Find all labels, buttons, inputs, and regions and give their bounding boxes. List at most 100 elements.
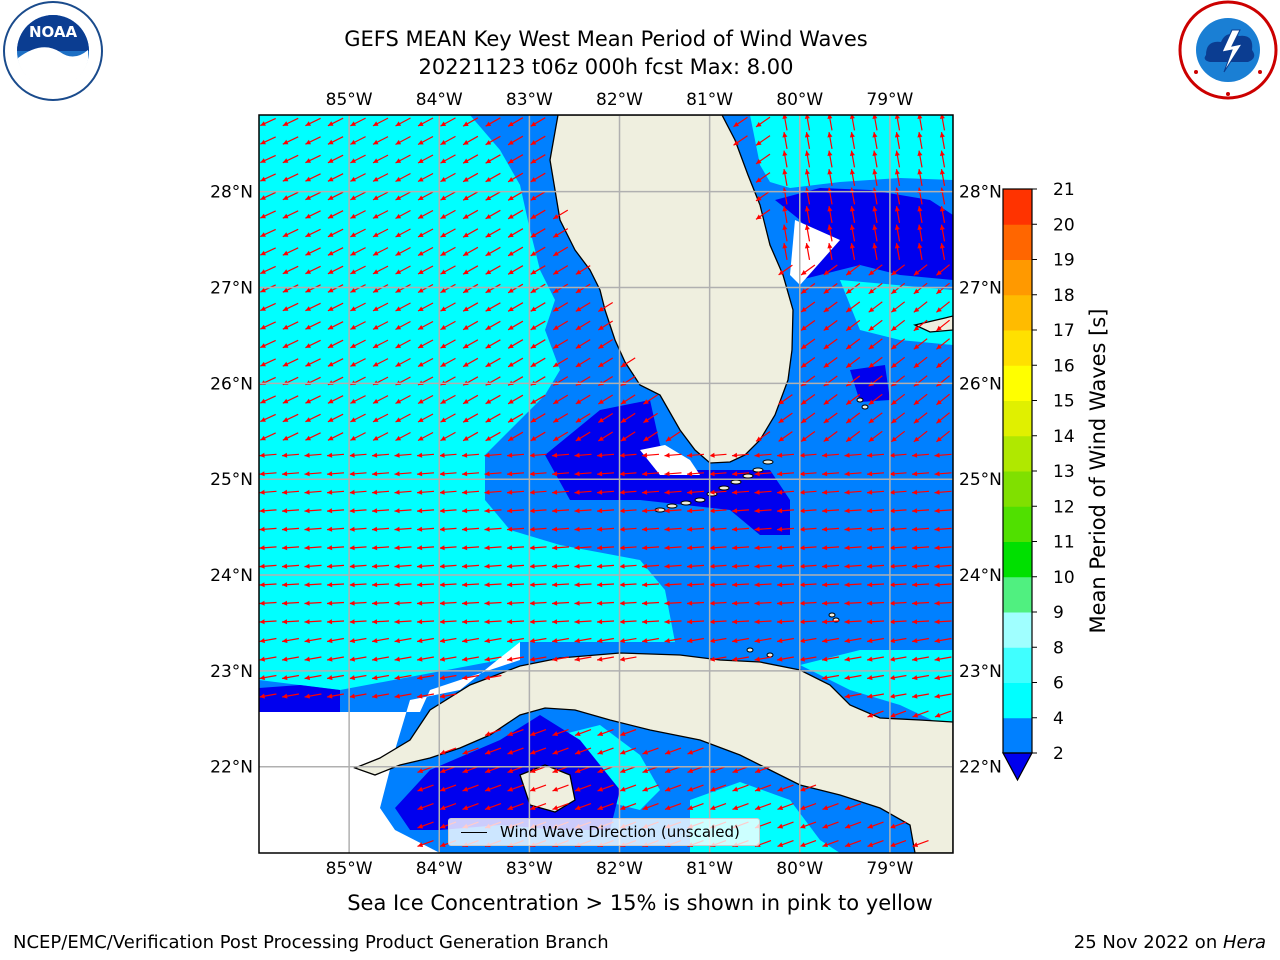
wave-direction-arrowhead bbox=[530, 306, 537, 312]
wave-direction-arrowhead bbox=[889, 619, 895, 625]
wave-direction-arrowhead bbox=[350, 213, 356, 219]
wave-direction-arrowhead bbox=[575, 325, 582, 330]
wave-direction-arrowhead bbox=[327, 545, 333, 551]
wave-direction-arrowhead bbox=[934, 545, 940, 551]
wave-direction-arrowhead bbox=[827, 132, 833, 138]
wave-direction-arrowhead bbox=[327, 526, 333, 532]
wave-direction-arrowhead bbox=[304, 563, 310, 569]
wave-direction-arrowhead bbox=[395, 250, 402, 256]
wave-direction-arrowhead bbox=[823, 288, 830, 294]
wave-direction-arrowhead bbox=[327, 582, 333, 588]
wave-direction-arrowhead bbox=[936, 325, 942, 331]
wave-direction-arrowhead bbox=[597, 545, 603, 551]
wave-direction-arrowhead bbox=[350, 250, 356, 256]
colorbar-segment bbox=[1003, 647, 1032, 683]
wave-direction-arrowhead bbox=[574, 452, 580, 458]
wave-direction-arrowhead bbox=[552, 731, 559, 736]
wave-direction-arrowhead bbox=[799, 526, 805, 532]
wave-direction-arrowhead bbox=[844, 545, 850, 551]
wave-direction-arrowhead bbox=[462, 471, 468, 477]
wave-direction-arrowhead bbox=[327, 306, 334, 311]
wave-direction-arrowhead bbox=[440, 325, 447, 330]
wave-direction-arrowhead bbox=[463, 306, 469, 312]
lon-tick-label-top: 85°W bbox=[326, 90, 373, 110]
wave-direction-arrowhead bbox=[804, 169, 810, 175]
lon-tick-label-bottom: 79°W bbox=[866, 859, 913, 879]
wave-direction-arrowhead bbox=[373, 158, 379, 163]
wave-direction-arrowhead bbox=[440, 232, 447, 238]
wave-direction-arrowhead bbox=[282, 563, 288, 569]
wave-direction-arrowhead bbox=[822, 638, 828, 644]
wave-direction-arrowhead bbox=[597, 619, 603, 625]
wave-direction-arrowhead bbox=[484, 489, 490, 495]
wave-direction-arrowhead bbox=[849, 243, 855, 249]
wave-direction-arrowhead bbox=[507, 786, 514, 792]
wave-direction-arrowhead bbox=[917, 115, 923, 119]
wave-direction-arrowhead bbox=[912, 452, 918, 458]
wave-direction-arrowhead bbox=[687, 768, 694, 773]
colorbar: 2 4 6 8 9 10 11 12 13 14 15 16 17 18 19 20 21 Mean Period… bbox=[1001, 180, 1110, 782]
wave-direction-arrowhead bbox=[912, 675, 918, 681]
wave-direction-arrowhead bbox=[485, 731, 491, 736]
wave-direction-arrowhead bbox=[417, 842, 424, 847]
wave-direction-arrowhead bbox=[282, 526, 288, 532]
wave-direction-arrowhead bbox=[440, 749, 446, 755]
wave-direction-arrowhead bbox=[508, 140, 514, 145]
wave-direction-arrowhead bbox=[849, 132, 855, 138]
wave-direction-arrowhead bbox=[867, 489, 873, 495]
wave-direction-arrowhead bbox=[417, 619, 423, 625]
wave-direction-arrowhead bbox=[574, 619, 580, 625]
wave-direction-arrowhead bbox=[327, 361, 334, 367]
wave-direction-arrowhead bbox=[643, 399, 649, 405]
wave-direction-arrowhead bbox=[782, 243, 788, 249]
wave-direction-arrowhead bbox=[867, 656, 873, 662]
wave-direction-arrowhead bbox=[846, 418, 852, 424]
wave-direction-arrowhead bbox=[939, 206, 945, 212]
wave-direction-arrowhead bbox=[891, 399, 897, 405]
wave-direction-arrowhead bbox=[801, 270, 807, 275]
wave-direction-arrowhead bbox=[485, 251, 492, 256]
land-islet bbox=[746, 647, 754, 653]
wave-direction-arrowhead bbox=[439, 693, 445, 699]
wave-direction-arrowhead bbox=[373, 398, 379, 404]
wave-direction-arrowhead bbox=[305, 195, 311, 200]
wave-direction-arrowhead bbox=[552, 768, 559, 773]
wave-direction-arrowhead bbox=[642, 582, 648, 588]
wave-direction-arrowhead bbox=[709, 638, 715, 644]
wave-direction-arrowhead bbox=[827, 206, 833, 212]
wave-direction-arrowhead bbox=[754, 526, 760, 532]
colorbar-segment bbox=[1003, 471, 1032, 507]
wave-direction-arrowhead bbox=[777, 638, 783, 644]
wave-direction-arrowhead bbox=[417, 582, 423, 588]
wave-direction-arrowhead bbox=[801, 344, 807, 349]
wave-direction-arrowhead bbox=[553, 436, 559, 441]
wave-direction-arrowhead bbox=[934, 471, 940, 477]
wave-direction-arrowhead bbox=[732, 582, 738, 588]
wave-direction-arrowhead bbox=[620, 731, 626, 736]
wave-direction-arrowhead bbox=[282, 139, 289, 145]
wave-direction-arrowhead bbox=[282, 176, 289, 182]
wave-direction-arrowhead bbox=[553, 214, 559, 219]
wave-direction-arrowhead bbox=[619, 508, 625, 514]
wave-direction-arrowhead bbox=[867, 508, 873, 514]
wave-direction-arrowhead bbox=[260, 213, 266, 219]
wave-direction-arrowhead bbox=[282, 306, 289, 311]
wave-direction-arrowhead bbox=[754, 545, 760, 551]
lon-tick-label-top: 84°W bbox=[416, 90, 463, 110]
wave-direction-arrowhead bbox=[463, 362, 469, 367]
noaa-logo-text: NOAA bbox=[29, 23, 78, 41]
wave-direction-arrowhead bbox=[463, 436, 469, 441]
wave-direction-arrowhead bbox=[619, 656, 625, 662]
wave-direction-arrowhead bbox=[260, 361, 266, 367]
wave-direction-arrowhead bbox=[418, 121, 424, 126]
nws-logo bbox=[1176, 0, 1280, 100]
lon-tick-label-bottom: 80°W bbox=[776, 859, 823, 879]
wave-direction-arrowhead bbox=[777, 545, 783, 551]
wave-direction-arrowhead bbox=[574, 638, 580, 644]
wave-direction-arrowhead bbox=[844, 675, 850, 681]
wave-direction-arrowhead bbox=[440, 121, 447, 127]
wave-direction-arrowhead bbox=[619, 489, 625, 495]
colorbar-segment bbox=[1003, 330, 1032, 366]
wave-direction-arrowhead bbox=[844, 452, 850, 458]
wave-direction-arrowhead bbox=[913, 436, 920, 442]
